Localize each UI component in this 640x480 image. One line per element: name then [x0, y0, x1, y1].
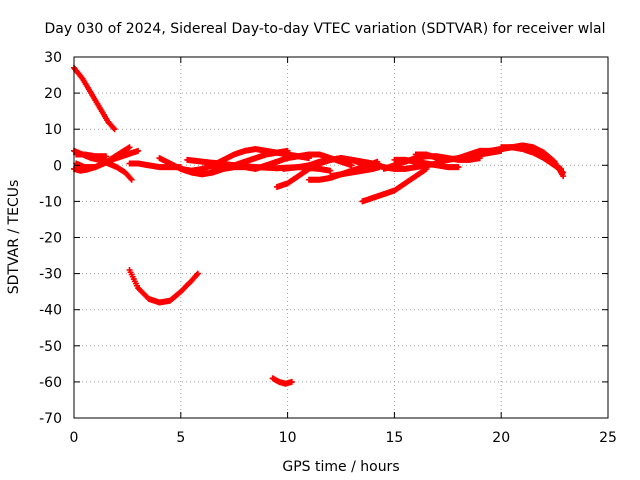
data-point [103, 153, 110, 160]
data-point [327, 167, 334, 174]
x-tick-label: 10 [279, 430, 297, 446]
data-point [128, 176, 135, 183]
y-tick-label: -60 [39, 375, 62, 391]
series-track-25 [269, 375, 295, 387]
data-point [135, 147, 142, 154]
chart-title: Day 030 of 2024, Sidereal Day-to-day VTE… [44, 21, 605, 37]
y-tick-label: -20 [39, 231, 62, 247]
y-tick-label: -70 [39, 411, 62, 427]
y-tick-label: 30 [44, 50, 62, 66]
data-point [284, 147, 291, 154]
x-tick-label: 20 [492, 430, 510, 446]
x-tick-label: 5 [176, 430, 185, 446]
grid [74, 57, 608, 418]
data-point [288, 378, 295, 385]
x-tick-label: 15 [385, 430, 403, 446]
series-track-10 [209, 147, 291, 172]
y-tick-label: -30 [39, 267, 62, 283]
y-tick-label: 0 [53, 158, 62, 174]
data-point [126, 144, 133, 151]
series-track-23 [498, 144, 565, 172]
data-point [560, 173, 567, 180]
data-point [194, 270, 201, 277]
data-point [455, 164, 462, 171]
data-marks [71, 64, 567, 387]
data-point [348, 162, 355, 169]
axis-ticks: 0 5 10 15 20 25 -70 -60 -50 -40 -30 -20 -10 0 10 20 30 [39, 50, 617, 446]
y-tick-label: 10 [44, 122, 62, 138]
series-track-24 [126, 266, 201, 306]
series-track-17 [359, 165, 430, 205]
series-track-1 [71, 64, 118, 133]
data-point [423, 165, 430, 172]
data-point [558, 165, 565, 172]
x-tick-label: 0 [70, 430, 79, 446]
y-tick-label: 20 [44, 86, 62, 102]
x-tick-label: 25 [599, 430, 617, 446]
y-tick-label: -50 [39, 339, 62, 355]
series-track-5 [73, 151, 110, 160]
x-axis-label: GPS time / hours [282, 459, 399, 475]
data-point [111, 126, 118, 133]
y-tick-label: -10 [39, 194, 62, 210]
series-track-19 [391, 156, 462, 171]
series-track-4 [73, 147, 142, 171]
y-axis-label: SDTVAR / TECUs [6, 180, 22, 295]
y-tick-label: -40 [39, 303, 62, 319]
